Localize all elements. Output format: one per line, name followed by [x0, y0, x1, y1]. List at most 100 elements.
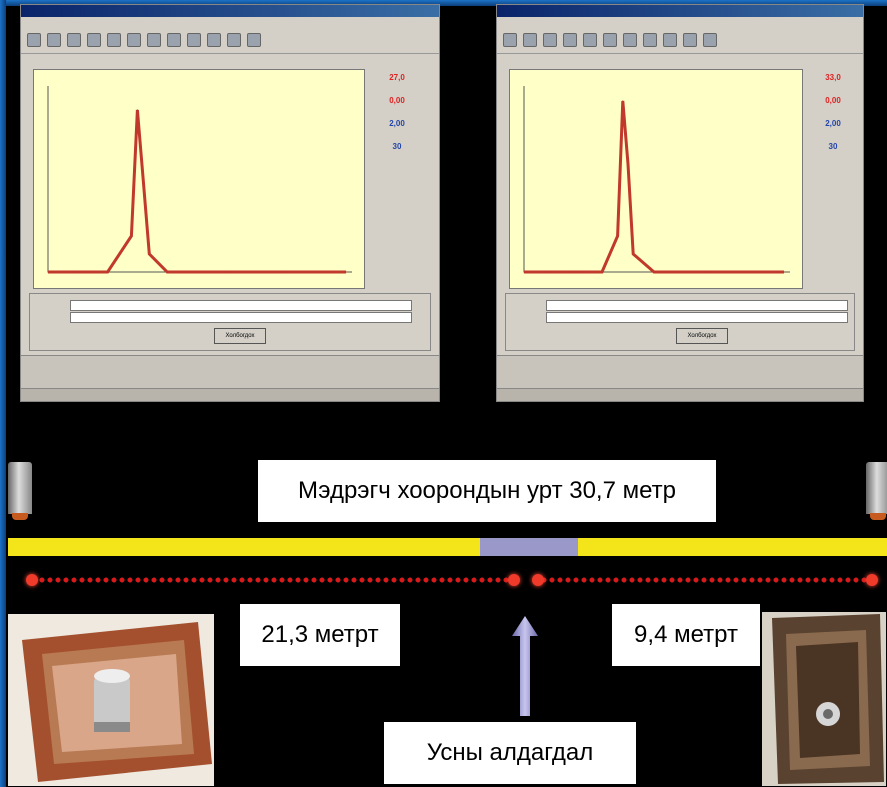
distance-line-left [30, 574, 516, 586]
correlator-window-right: 33,0 0,00 2,00 30 Холбогдох [496, 4, 864, 402]
right-distance-label: 9,4 метрт [612, 604, 760, 666]
toolbar-button[interactable] [47, 33, 61, 47]
sensor-right-icon [866, 462, 887, 520]
correlation-point [622, 100, 624, 102]
pipe-line [8, 538, 887, 556]
readout-value: 0,00 [389, 96, 405, 105]
correlation-point [705, 271, 707, 273]
correlation-point [148, 253, 150, 255]
status-bar [21, 355, 439, 390]
correlation-point [632, 253, 634, 255]
toolbar-button[interactable] [643, 33, 657, 47]
readout-value: 30 [828, 142, 838, 151]
valve-pit-photo-left [8, 614, 214, 786]
distance-end-marker [532, 574, 544, 586]
toolbar-button[interactable] [127, 33, 141, 47]
toolbar-button[interactable] [187, 33, 201, 47]
status-bar [497, 355, 863, 390]
window-toolbar [497, 27, 863, 54]
window-titlebar [497, 5, 863, 17]
connect-button[interactable]: Холбогдох [214, 328, 266, 344]
pipe-leak-zone [480, 538, 578, 556]
correlation-series-line [524, 100, 784, 274]
correlation-point [107, 271, 109, 273]
info-field[interactable] [546, 300, 848, 311]
correlation-point [617, 235, 619, 237]
info-panel: Холбогдох [29, 293, 431, 351]
toolbar-button[interactable] [247, 33, 261, 47]
readout-value: 2,00 [825, 119, 841, 128]
sensor-distance-label: Мэдрэгч хоорондын урт 30,7 метр [258, 460, 716, 522]
taskbar [497, 388, 863, 401]
slide-frame-left [0, 0, 6, 787]
toolbar-button[interactable] [663, 33, 677, 47]
correlation-point [627, 163, 629, 165]
toolbar-button[interactable] [67, 33, 81, 47]
correlation-point [47, 271, 49, 273]
correlation-plot [33, 69, 365, 289]
correlation-point [226, 271, 228, 273]
correlation-point [549, 271, 551, 273]
toolbar-button[interactable] [603, 33, 617, 47]
connect-button[interactable]: Холбогдох [676, 328, 728, 344]
toolbar-button[interactable] [87, 33, 101, 47]
correlation-point [783, 271, 785, 273]
toolbar-button[interactable] [147, 33, 161, 47]
readout-value: 30 [392, 142, 402, 151]
readout-panel: 33,0 0,00 2,00 30 [805, 69, 861, 165]
correlation-point [345, 271, 347, 273]
distance-end-marker [866, 574, 878, 586]
correlation-point [142, 181, 144, 183]
toolbar-button[interactable] [683, 33, 697, 47]
slide-frame-top [0, 0, 887, 6]
toolbar-button[interactable] [583, 33, 597, 47]
correlation-point [166, 271, 168, 273]
correlation-plot-svg [523, 86, 790, 274]
toolbar-button[interactable] [207, 33, 221, 47]
toolbar-button[interactable] [523, 33, 537, 47]
toolbar-button[interactable] [167, 33, 181, 47]
info-field[interactable] [546, 312, 848, 323]
toolbar-button[interactable] [27, 33, 41, 47]
correlation-point [601, 271, 603, 273]
distance-line-right [532, 574, 872, 586]
toolbar-button[interactable] [703, 33, 717, 47]
left-distance-label: 21,3 метрт [240, 604, 400, 666]
correlation-plot [509, 69, 803, 289]
correlator-window-left: 27,0 0,00 2,00 30 Холбогдох [20, 4, 440, 402]
readout-value: 0,00 [825, 96, 841, 105]
window-menubar [497, 17, 863, 27]
info-field[interactable] [70, 312, 412, 323]
info-field[interactable] [70, 300, 412, 311]
toolbar-button[interactable] [107, 33, 121, 47]
window-toolbar [21, 27, 439, 54]
readout-panel: 27,0 0,00 2,00 30 [367, 69, 427, 165]
taskbar [21, 388, 439, 401]
info-panel: Холбогдох [505, 293, 855, 351]
readout-value: 27,0 [389, 73, 405, 82]
correlation-point [285, 271, 287, 273]
toolbar-button[interactable] [623, 33, 637, 47]
leak-arrow-icon [512, 616, 538, 716]
window-titlebar [21, 5, 439, 17]
toolbar-button[interactable] [543, 33, 557, 47]
toolbar-button[interactable] [227, 33, 241, 47]
leak-label: Усны алдагдал [384, 722, 636, 784]
distance-end-marker [508, 574, 520, 586]
distance-end-marker [26, 574, 38, 586]
window-menubar [21, 17, 439, 27]
correlation-point [130, 235, 133, 237]
readout-value: 2,00 [389, 119, 405, 128]
readout-value: 33,0 [825, 73, 841, 82]
correlation-point [136, 109, 138, 111]
correlation-point [523, 271, 525, 273]
toolbar-button[interactable] [503, 33, 517, 47]
correlation-point [653, 271, 655, 273]
correlation-point [77, 271, 79, 273]
correlation-point [575, 271, 577, 273]
sensor-left-icon [8, 462, 32, 520]
correlation-plot-svg [47, 86, 352, 274]
toolbar-button[interactable] [563, 33, 577, 47]
valve-pit-photo-right [762, 612, 886, 786]
correlation-series-line [48, 109, 346, 274]
